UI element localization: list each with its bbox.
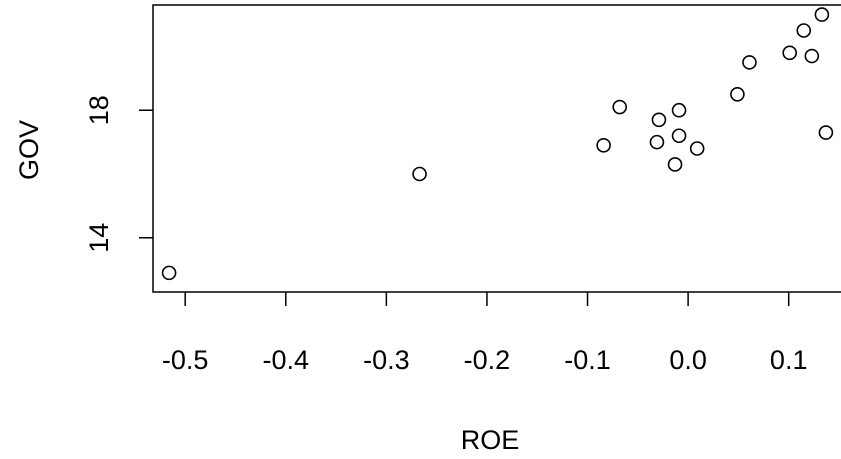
- x-tick-label: -0.2: [464, 345, 511, 375]
- data-point: [691, 142, 704, 155]
- y-tick-label: 14: [84, 223, 114, 253]
- data-point: [613, 101, 626, 114]
- x-tick-label: -0.4: [263, 345, 310, 375]
- x-tick-label: 0.1: [770, 345, 808, 375]
- x-tick-label: 0.0: [669, 345, 707, 375]
- data-point: [783, 46, 796, 59]
- data-point: [650, 136, 663, 149]
- x-axis-label: ROE: [461, 425, 520, 455]
- x-axis: -0.5 -0.4 -0.3 -0.2 -0.1 0.0 0.1: [162, 292, 808, 375]
- data-point: [819, 126, 832, 139]
- data-point: [743, 56, 756, 69]
- data-point: [797, 24, 810, 37]
- data-point: [413, 168, 426, 181]
- x-tick-label: -0.3: [363, 345, 410, 375]
- data-point: [669, 158, 682, 171]
- y-axis: 14 18: [84, 95, 153, 253]
- data-point: [597, 139, 610, 152]
- x-tick-label: -0.1: [564, 345, 611, 375]
- data-point: [163, 266, 176, 279]
- data-points: [163, 8, 833, 279]
- data-point: [805, 50, 818, 63]
- data-point: [731, 88, 744, 101]
- y-tick-label: 18: [84, 95, 114, 125]
- data-point: [673, 104, 686, 117]
- data-point: [815, 8, 828, 21]
- plot-frame: [153, 5, 841, 292]
- data-point: [652, 113, 665, 126]
- data-point: [673, 129, 686, 142]
- x-tick-label: -0.5: [162, 345, 209, 375]
- y-axis-label: GOV: [14, 120, 44, 180]
